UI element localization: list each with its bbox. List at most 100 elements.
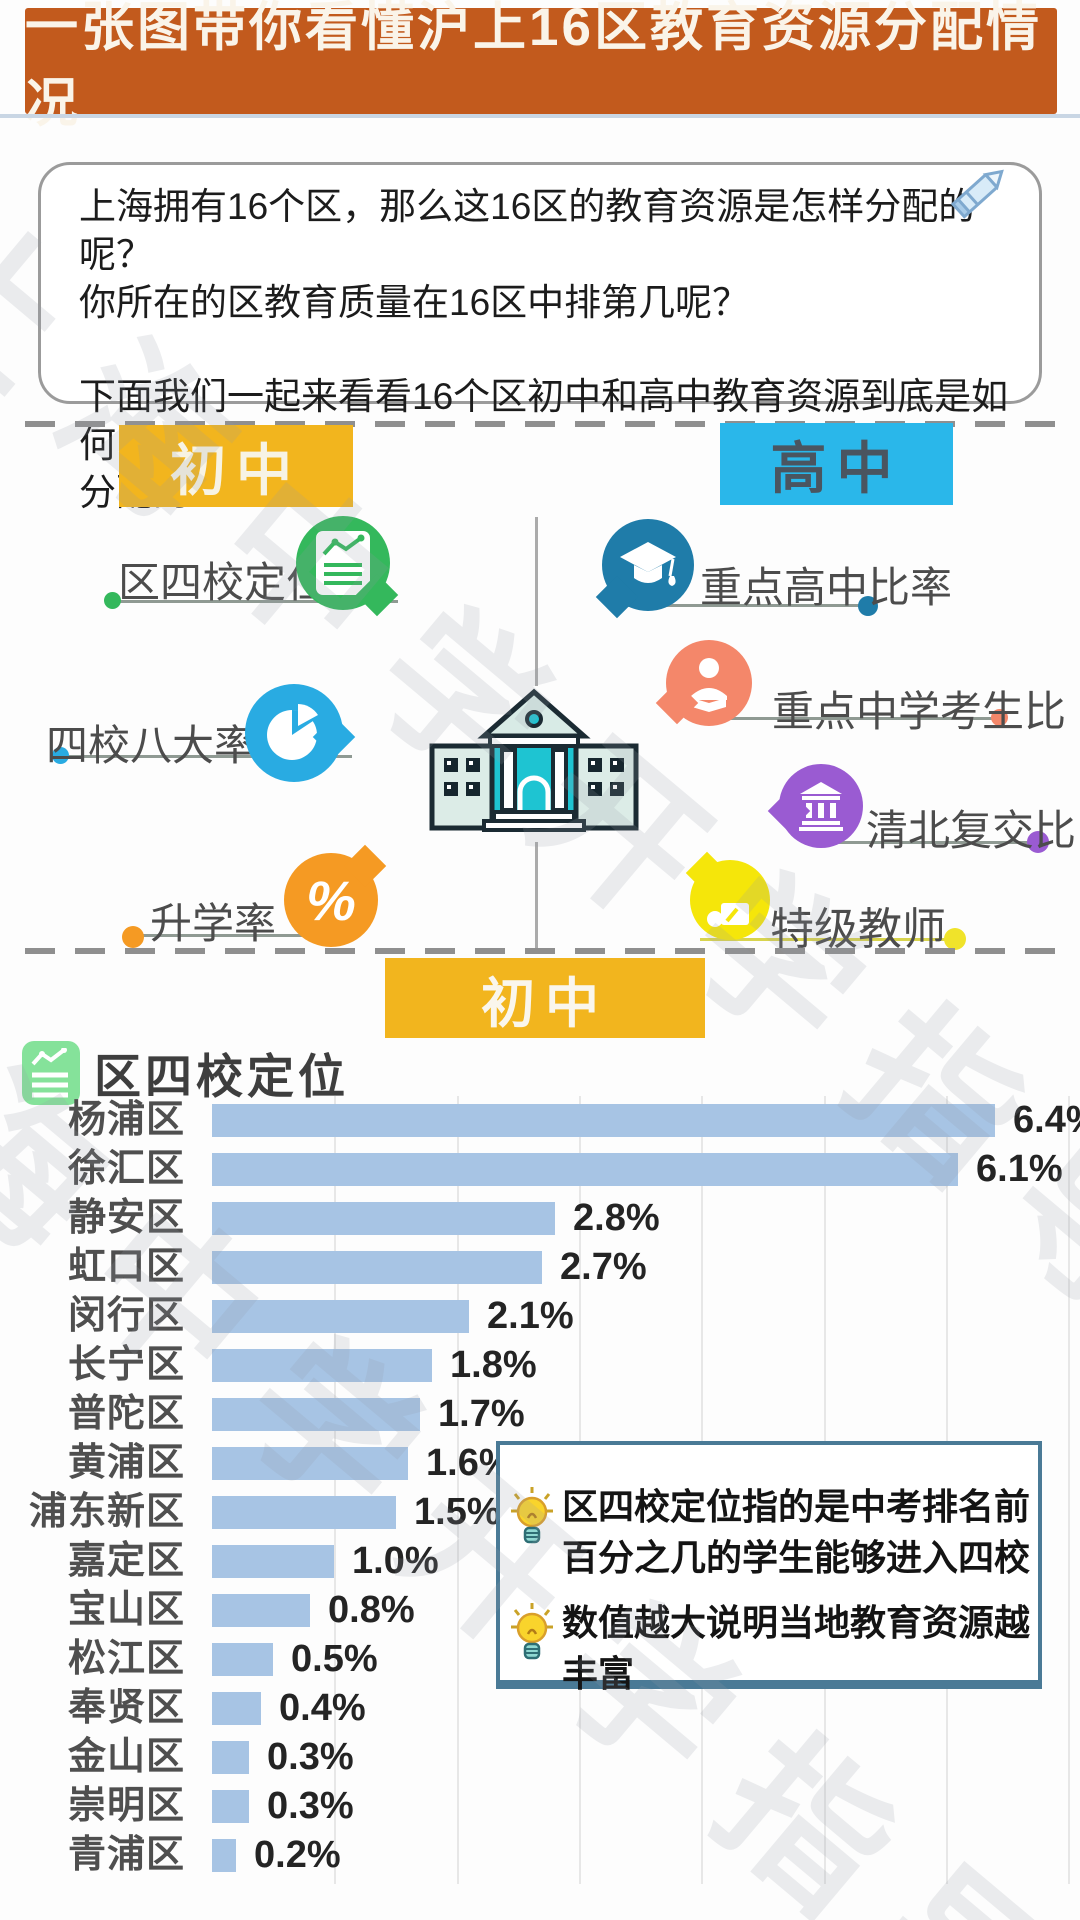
district-value: 0.8% — [328, 1589, 415, 1631]
district-bar — [212, 1643, 273, 1676]
district-bar — [212, 1496, 396, 1529]
callout-item: 区四校定位指的是中考排名前 百分之几的学生能够进入四校 — [508, 1481, 1032, 1583]
title-banner: 一张图带你看懂沪上16区教育资源分配情况 — [25, 0, 1057, 133]
district-value: 6.4% — [1013, 1099, 1080, 1141]
intro-gap — [79, 327, 1019, 373]
callout-text: 区四校定位指的是中考排名前 百分之几的学生能够进入四校 — [562, 1481, 1032, 1583]
callout-box: 区四校定位指的是中考排名前 百分之几的学生能够进入四校 数值越大说明当地教育资源… — [496, 1441, 1042, 1694]
banner-underline — [0, 114, 1080, 118]
callout-text: 数值越大说明当地教育资源越 丰富 — [562, 1597, 1032, 1699]
connector-dot — [944, 928, 966, 950]
district-label: 浦东新区 — [28, 1491, 185, 1533]
district-value: 0.3% — [267, 1736, 354, 1778]
district-bar — [212, 1692, 261, 1725]
chart-row: 浦东新区 1.5% — [0, 1488, 1080, 1537]
mindmap-label: 重点中学考生比 — [772, 688, 1067, 735]
mindmap-label: 区四校定位 — [118, 559, 329, 606]
intro-box: 上海拥有16个区，那么这16区的教育资源是怎样分配的呢？ 你所在的区教育质量在1… — [38, 162, 1042, 513]
district-bar — [212, 1251, 542, 1284]
intro-line: 你所在的区教育质量在16区中排第几呢？ — [79, 282, 750, 323]
district-label: 崇明区 — [67, 1785, 185, 1827]
district-value: 0.4% — [279, 1687, 366, 1729]
connector-line — [700, 717, 1003, 720]
connector-dot — [52, 747, 69, 764]
district-bar — [212, 1153, 958, 1186]
connector-dot — [1027, 831, 1049, 853]
page-title: 一张图带你看懂沪上16区教育资源分配情况 — [25, 0, 1042, 133]
senior-high-header: 高中 — [720, 423, 953, 505]
district-bar — [212, 1790, 249, 1823]
percent-glyph: % — [306, 868, 356, 932]
connector-line — [112, 600, 398, 603]
graduation-cap-glyph — [620, 542, 676, 586]
chart-gridline — [1068, 1096, 1071, 1884]
district-label: 黄浦区 — [67, 1442, 185, 1484]
district-bar — [212, 1545, 334, 1578]
junior-chart-header: 初中 — [385, 958, 705, 1038]
callout-item: 数值越大说明当地教育资源越 丰富 — [508, 1597, 1032, 1699]
pencil-icon — [950, 169, 1004, 219]
chart-doc-glyph — [316, 531, 370, 595]
district-label: 松江区 — [67, 1638, 185, 1680]
dashed-divider-top — [25, 421, 1055, 427]
district-value: 2.1% — [487, 1295, 574, 1337]
district-label: 闵行区 — [67, 1295, 185, 1337]
junior-high-header: 初中 — [119, 425, 353, 507]
callout-line: 丰富 — [562, 1653, 635, 1694]
chart-gridline — [334, 1096, 337, 1884]
district-label: 普陀区 — [67, 1393, 185, 1435]
graduation-cap-icon — [595, 519, 694, 619]
chart-section-header: 区四校定位 — [22, 1038, 349, 1107]
district-value: 0.3% — [267, 1785, 354, 1827]
district-value: 1.0% — [352, 1540, 439, 1582]
district-label: 青浦区 — [67, 1834, 185, 1876]
mindmap-label: 清北复交比 — [866, 807, 1077, 854]
intro-line: 上海拥有16个区，那么这16区的教育资源是怎样分配的呢？ — [79, 186, 976, 275]
chart-row: 崇明区 0.3% — [0, 1782, 1080, 1831]
mindmap-label: 特级教师 — [770, 905, 946, 954]
district-value: 2.8% — [573, 1197, 660, 1239]
pie-glyph — [267, 704, 318, 760]
chart-row: 松江区 0.5% — [0, 1635, 1080, 1684]
district-label: 嘉定区 — [67, 1540, 185, 1582]
student-icon — [655, 640, 752, 726]
bank-icon — [767, 764, 863, 848]
district-bar — [212, 1202, 555, 1235]
chart-row: 青浦区 0.2% — [0, 1831, 1080, 1880]
chart-row: 金山区 0.3% — [0, 1733, 1080, 1782]
connector-dot — [104, 592, 121, 609]
district-label: 长宁区 — [67, 1344, 185, 1386]
district-label: 奉贤区 — [67, 1687, 185, 1729]
district-value: 1.7% — [438, 1393, 525, 1435]
district-bar — [212, 1594, 310, 1627]
chart-doc-glyph — [31, 1047, 68, 1097]
district-value: 0.2% — [254, 1834, 341, 1876]
chart-row: 长宁区 1.8% — [0, 1341, 1080, 1390]
teacher-icon — [685, 851, 770, 940]
district-label: 徐汇区 — [67, 1148, 185, 1190]
connector-line — [700, 938, 958, 941]
district-label: 静安区 — [67, 1197, 185, 1239]
school-building-icon — [429, 688, 639, 832]
teacher-glyph — [707, 903, 749, 927]
district-label: 宝山区 — [67, 1589, 185, 1631]
percent-icon: % — [284, 844, 387, 947]
chart-row: 闵行区 2.1% — [0, 1292, 1080, 1341]
chart-row: 普陀区 1.7% — [0, 1390, 1080, 1439]
district-value: 0.5% — [291, 1638, 378, 1680]
district-bar — [212, 1398, 420, 1431]
connector-line — [60, 755, 352, 758]
center-divider-line — [535, 517, 538, 686]
district-label: 金山区 — [67, 1736, 185, 1778]
chart-doc-icon — [22, 1040, 80, 1105]
center-divider-line — [535, 842, 538, 948]
connector-dot — [122, 926, 144, 948]
district-value: 1.8% — [450, 1344, 537, 1386]
lightbulb-icon — [511, 1603, 553, 1660]
student-glyph — [691, 658, 727, 712]
chart-row: 徐汇区 6.1% — [0, 1145, 1080, 1194]
dashed-divider-bottom — [25, 948, 1055, 954]
district-value: 6.1% — [976, 1148, 1063, 1190]
district-label: 杨浦区 — [67, 1099, 185, 1141]
